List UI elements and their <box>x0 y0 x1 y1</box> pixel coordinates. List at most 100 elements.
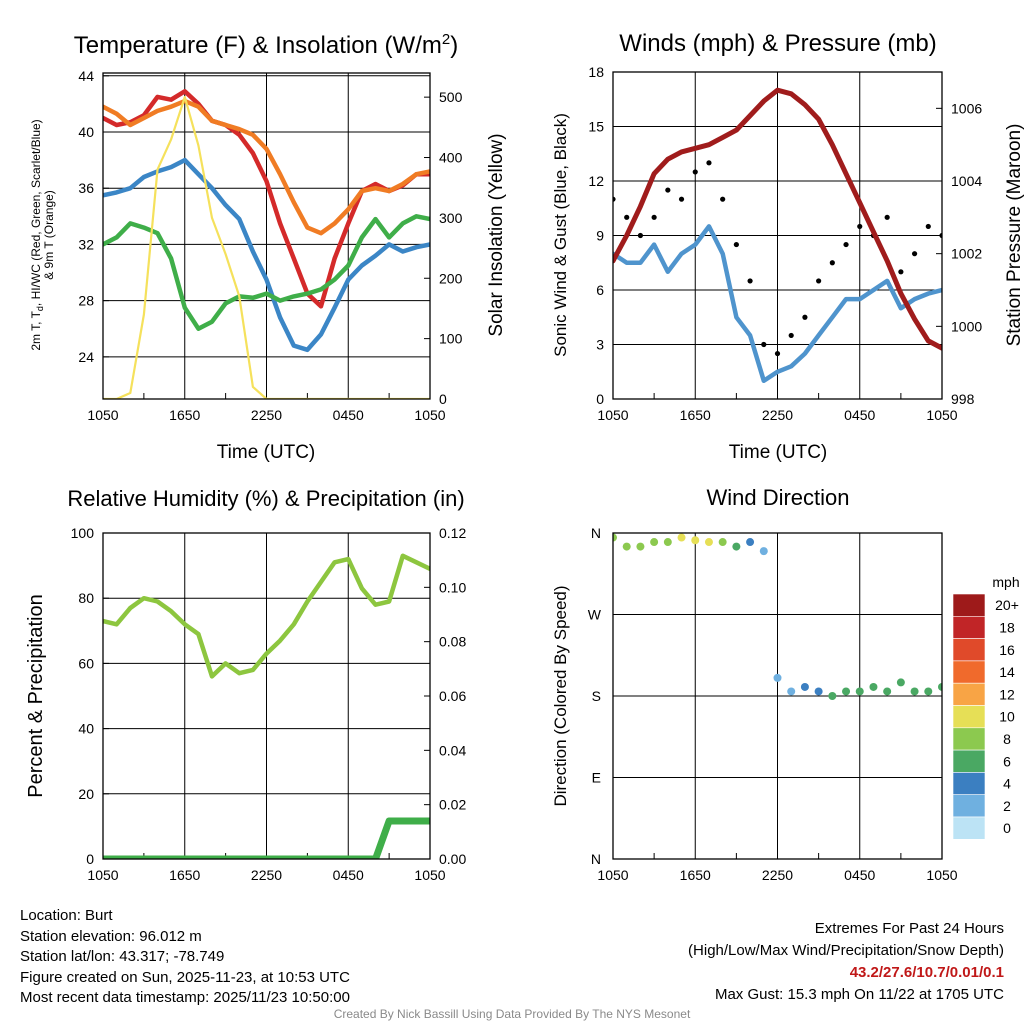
station-latlon: Station lat/lon: 43.317; -78.749 <box>20 948 225 965</box>
y2-tick-label: 998 <box>951 391 975 407</box>
legend-label: 18 <box>999 619 1015 635</box>
legend-label: 2 <box>1003 798 1011 814</box>
x-tick-label: 0450 <box>333 407 364 423</box>
plot-border <box>102 532 431 860</box>
y2-tick-label: 400 <box>439 150 463 166</box>
series-layer <box>103 553 430 859</box>
y-tick-label: 40 <box>78 124 94 140</box>
x-tick-label: 1650 <box>169 867 200 883</box>
x-tick-label: 1050 <box>87 407 118 423</box>
x-tick-label: 1050 <box>926 407 957 423</box>
y-tick-label: 20 <box>78 786 94 802</box>
legend-label: 0 <box>1003 820 1011 836</box>
x-tick-label: 1050 <box>414 407 445 423</box>
direction-point <box>828 692 837 700</box>
legend-swatch <box>952 660 986 684</box>
gust-point <box>665 187 671 193</box>
legend-title: mph <box>992 574 1019 590</box>
direction-point <box>613 533 617 542</box>
y-tick-label: 36 <box>78 180 94 196</box>
y-tick-label: S <box>592 688 601 704</box>
y-tick-label: 15 <box>588 119 604 135</box>
figure-created: Figure created on Sun, 2025-11-23, at 10… <box>20 968 350 986</box>
y-tick-label: N <box>591 851 601 867</box>
speed-legend: mph 20+ 18 16 14 12 10 8 6 4 2 0 <box>952 574 1020 840</box>
svg-text:2m T, Td, HI/WC (Red, Green, S: 2m T, Td, HI/WC (Red, Green, Scarlet/Blu… <box>29 119 45 350</box>
y-tick-label: 24 <box>78 349 94 365</box>
recent-timestamp: Most recent data timestamp: 2025/11/23 1… <box>20 989 350 1006</box>
winds-title: Winds (mph) & Pressure (mb) <box>619 30 936 57</box>
y2-tick-label: 0.00 <box>439 851 466 867</box>
legend-swatch <box>952 615 986 639</box>
legend-swatch <box>952 638 986 662</box>
legend-label: 20+ <box>995 597 1019 613</box>
direction-point <box>650 538 659 547</box>
gust-point <box>898 269 904 275</box>
direction-point <box>787 687 796 696</box>
x-tick-label: 1650 <box>680 867 711 883</box>
direction-point <box>869 682 878 691</box>
legend-label: 10 <box>999 709 1015 725</box>
station-location: Location: Burt <box>20 907 113 924</box>
y2-tick-label: 1004 <box>951 173 982 189</box>
x-tick-label: 1050 <box>87 867 118 883</box>
extremes-values: 43.2/27.6/10.7/0.01/0.1 <box>849 964 1004 981</box>
y-tick-label: 40 <box>78 721 94 737</box>
x-tick-label: 0450 <box>333 867 364 883</box>
direction-point <box>677 533 686 542</box>
y2-tick-label: 0.04 <box>439 742 466 758</box>
x-tick-label: 1050 <box>926 867 957 883</box>
station-elevation: Station elevation: 96.012 m <box>20 927 202 945</box>
series-solar-insolation <box>103 96 430 399</box>
winds-ylabel-right: Station Pressure (Maroon) <box>1004 124 1024 347</box>
y-tick-label: 0 <box>596 391 604 407</box>
y-tick-label: 28 <box>78 293 94 309</box>
legend-swatch <box>952 749 986 773</box>
x-tick-label: 2250 <box>251 407 282 423</box>
direction-point <box>732 542 741 551</box>
y-tick-label: 32 <box>78 236 94 252</box>
gust-point <box>816 278 822 284</box>
winds-xlabel: Time (UTC) <box>729 442 828 463</box>
humidity-ylabel-left: Percent & Precipitation <box>25 594 47 797</box>
winds-ylabel-left: Sonic Wind & Gust (Blue, Black) <box>551 113 570 357</box>
direction-point <box>704 538 713 547</box>
legend-swatch <box>952 772 986 796</box>
humidity-panel: 1050 1650 2250 0450 10500204060801000.000.02… <box>71 525 467 883</box>
series-layer <box>613 533 942 700</box>
y-tick-label: E <box>592 770 601 786</box>
direction-point <box>622 542 631 551</box>
y2-tick-label: 1000 <box>951 318 982 334</box>
y2-tick-label: 0 <box>439 391 447 407</box>
y2-tick-label: 0.06 <box>439 688 466 704</box>
y-tick-label: 80 <box>78 590 94 606</box>
gust-point <box>761 341 767 348</box>
y-tick-label: 9 <box>596 228 604 244</box>
y2-tick-label: 0.08 <box>439 634 466 650</box>
x-tick-label: 2250 <box>762 867 793 883</box>
y-tick-label: W <box>588 607 602 623</box>
temperature-title: Temperature (F) & Insolation (W/m2) <box>74 31 458 59</box>
temperature-ylabel-left: 2m T, Td, HI/WC (Red, Green, Scarlet/Blu… <box>29 119 56 350</box>
gust-point <box>678 196 685 202</box>
series-layer <box>103 89 430 399</box>
series-relative-humidity <box>103 553 430 679</box>
x-tick-label: 1650 <box>169 407 200 423</box>
direction-point <box>773 673 782 682</box>
direction-point <box>800 682 809 691</box>
y2-tick-label: 0.02 <box>439 797 466 813</box>
gust-point <box>706 160 712 166</box>
gust-point <box>843 241 849 248</box>
extremes-title: Extremes For Past 24 Hours <box>814 920 1004 937</box>
x-tick-label: 1650 <box>680 407 711 423</box>
gust-point <box>884 214 890 220</box>
x-tick-label: 2250 <box>251 867 282 883</box>
y2-tick-label: 500 <box>439 89 463 105</box>
direction-point <box>924 687 933 696</box>
legend-swatch <box>952 705 986 729</box>
direction-title: Wind Direction <box>706 485 849 510</box>
series-td <box>103 214 430 331</box>
y2-tick-label: 1002 <box>951 246 982 262</box>
